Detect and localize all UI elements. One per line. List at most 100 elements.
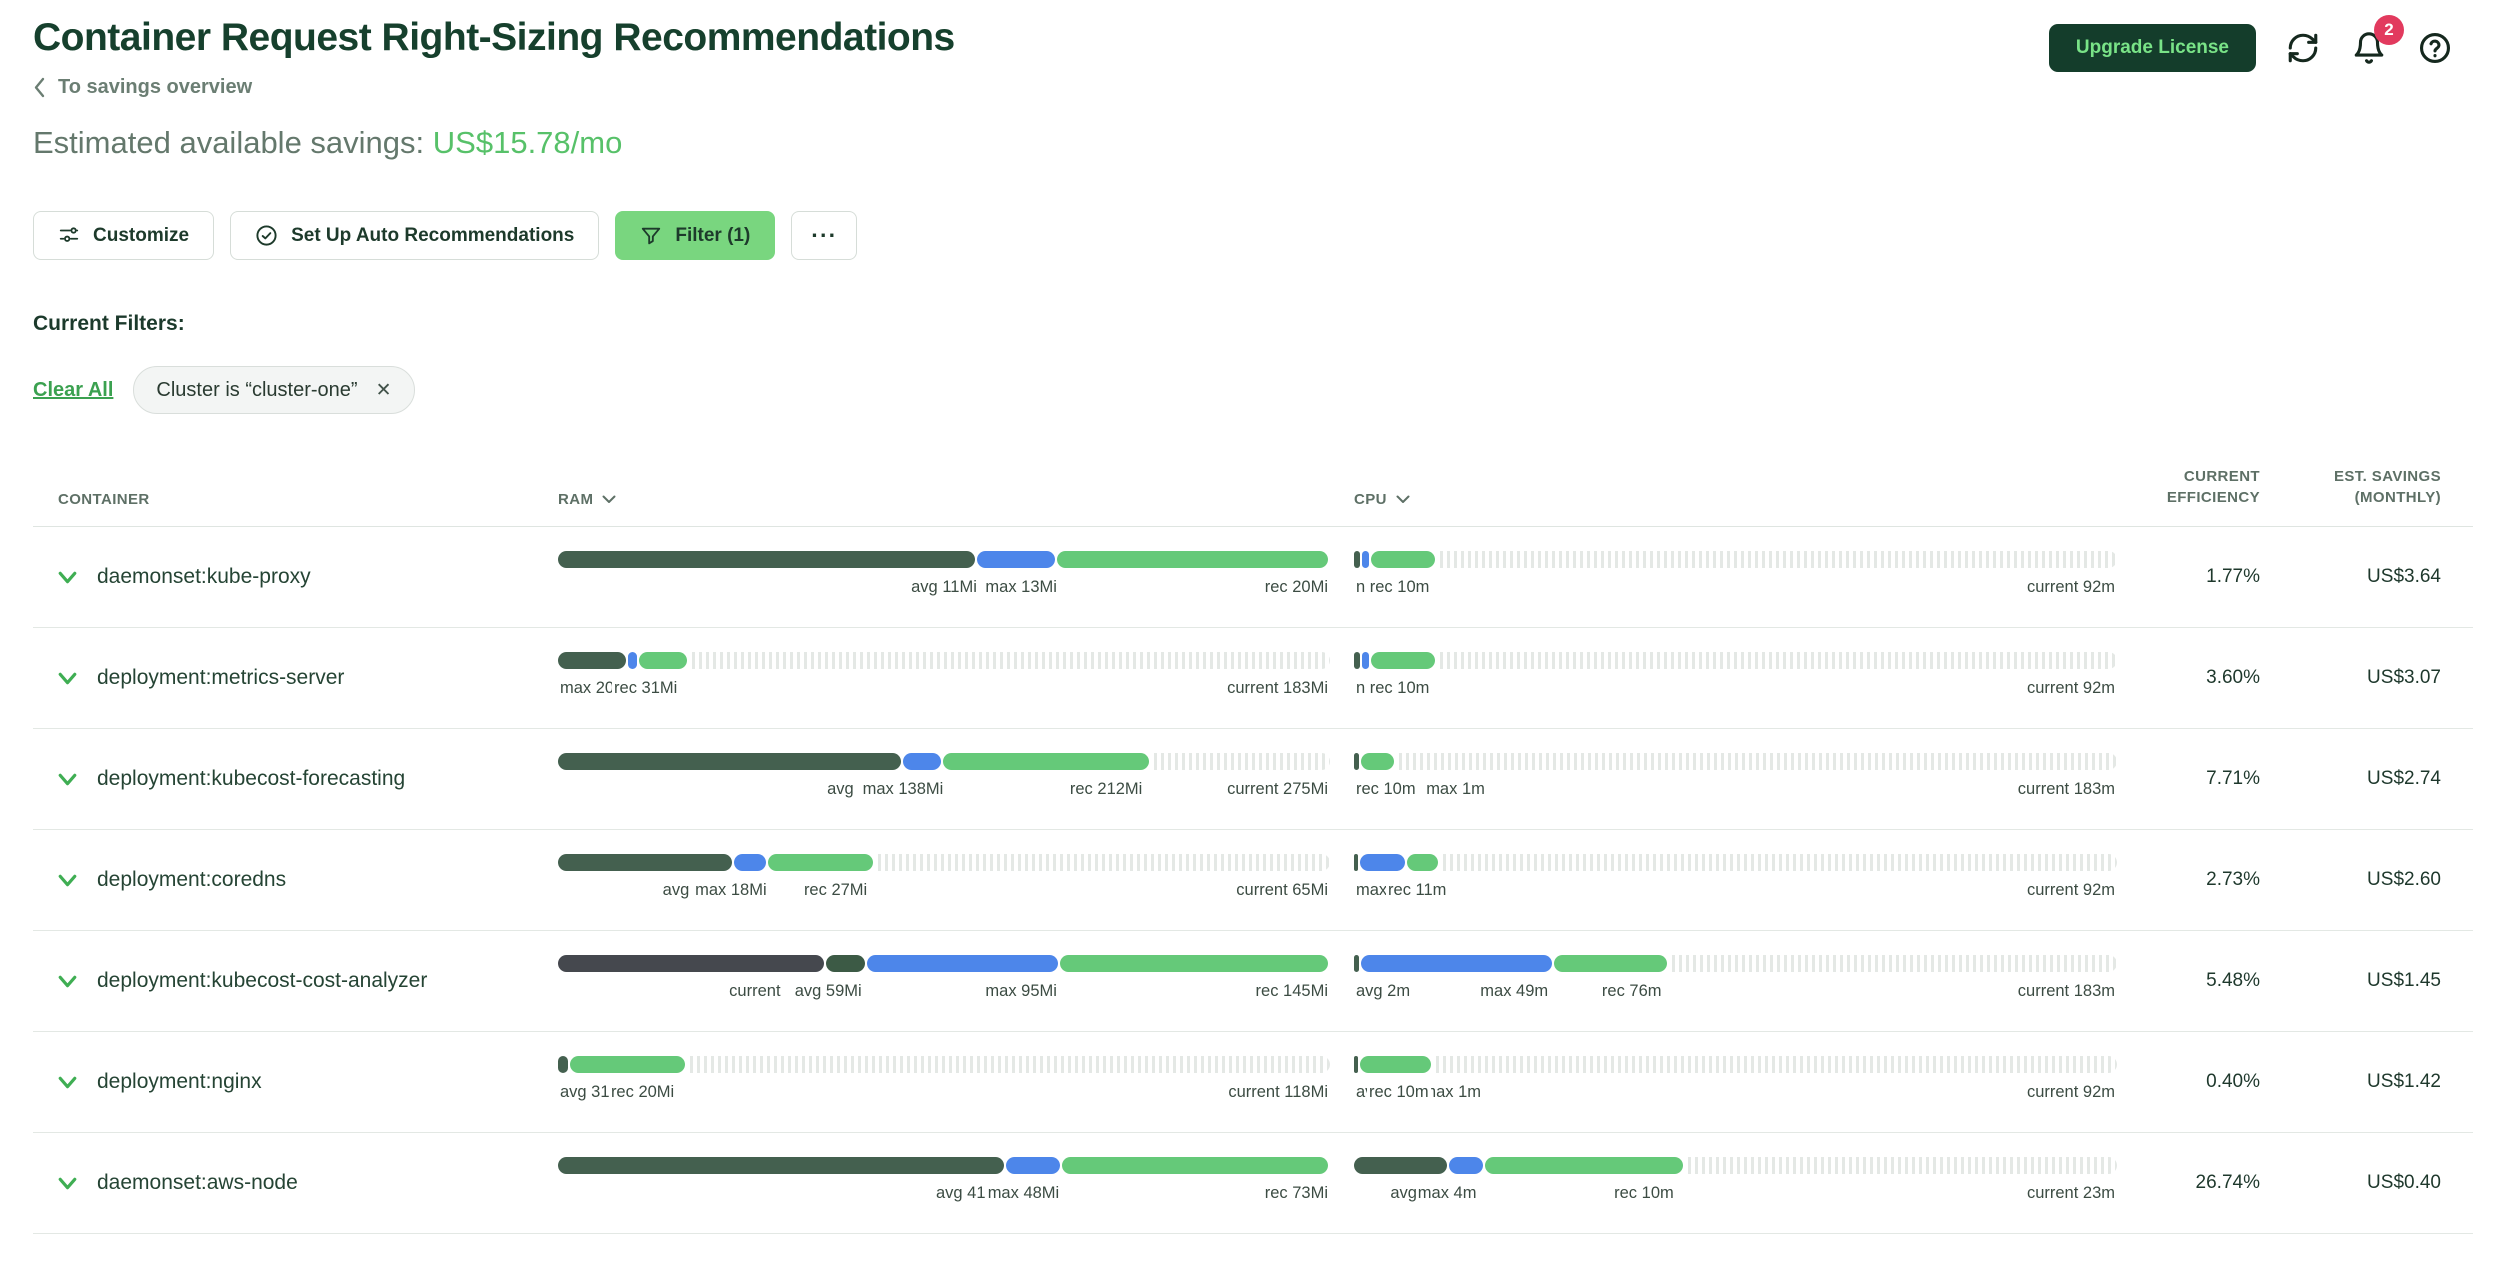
expand-row-button[interactable] [55, 1171, 80, 1196]
bar-segment-green [1360, 753, 1394, 770]
chevron-down-icon [55, 767, 80, 792]
chevron-down-icon [55, 969, 80, 994]
bar-segment-green [1370, 551, 1436, 568]
table-header: CONTAINER RAM CPU CURRENT EFFICIENCY EST… [33, 450, 2473, 527]
refresh-button[interactable] [2284, 29, 2322, 67]
bar-segment-blue [628, 652, 638, 669]
bar-label: current 92m [2024, 1083, 2117, 1102]
ram-bar: avg 11Mi max 13Mi rec 20Mi [558, 551, 1330, 613]
bar-segment-green [1056, 551, 1328, 568]
table-row[interactable]: deployment:nginx avg 31Mi rec 20Mi current… [33, 1032, 2473, 1133]
bar-segment-green [943, 753, 1149, 770]
savings-value: US$3.64 [2367, 566, 2441, 587]
bar-current-request-hatch [692, 652, 1330, 669]
filter-button[interactable]: Filter (1) [615, 211, 776, 260]
expand-row-button[interactable] [55, 868, 80, 893]
table-row[interactable]: deployment:coredns avg max 18Mi rec 27Mi cu… [33, 830, 2473, 931]
breadcrumb[interactable]: To savings overview [33, 76, 252, 99]
sliders-icon [58, 225, 80, 247]
clear-all-link[interactable]: Clear All [33, 378, 114, 401]
expand-row-button[interactable] [55, 1070, 80, 1095]
efficiency-column-line2: EFFICIENCY [2166, 489, 2260, 506]
notifications-button[interactable]: 2 [2350, 15, 2404, 67]
more-actions-button[interactable]: ··· [791, 211, 858, 260]
table-row[interactable]: deployment:kubecost-forecasting avg max 1… [33, 729, 2473, 830]
filter-chip[interactable]: Cluster is “cluster-one” ✕ [133, 366, 415, 414]
table-row[interactable]: daemonset:aws-node avg 41Mi max 48Mi rec 7… [33, 1133, 2473, 1234]
bar-label: avg 2m [1354, 982, 1413, 1001]
column-header-cpu[interactable]: CPU [1354, 491, 2117, 508]
table-row[interactable]: deployment:kubecost-cost-analyzer curren… [33, 931, 2473, 1032]
bar-segment-blue [1005, 1157, 1061, 1174]
bar-segment-dark [1354, 551, 1360, 568]
bar-current-request-hatch [1672, 955, 2117, 972]
column-header-ram[interactable]: RAM [558, 491, 1330, 508]
upgrade-license-button[interactable]: Upgrade License [2048, 24, 2256, 72]
bar-segment-dark [558, 652, 627, 669]
cpu-bar: avg max 4m rec 10m current 23m [1354, 1157, 2117, 1219]
bar-segment-green [1062, 1157, 1328, 1174]
bar-label: current 23m [2024, 1184, 2117, 1203]
bar-label: max 1m [1420, 1083, 1484, 1102]
savings-value: US$3.07 [2367, 667, 2441, 688]
bar-label: current 92m [2024, 679, 2117, 698]
ram-bar: avg 41Mi max 48Mi rec 73Mi [558, 1157, 1330, 1219]
expand-row-button[interactable] [55, 767, 80, 792]
row-name: deployment:metrics-server [97, 666, 345, 689]
top-bar: Container Request Right-Sizing Recommend… [0, 0, 2506, 99]
bar-segment-blue [903, 753, 942, 770]
bar-segment-green [767, 854, 873, 871]
savings-label: Estimated available savings: [33, 125, 425, 160]
savings-value: US$2.60 [2367, 869, 2441, 890]
chevron-down-icon [602, 495, 616, 504]
cpu-bar: avg 2m max 49m rec 76m current 183m [1354, 955, 2117, 1017]
chevron-down-icon [55, 1171, 80, 1196]
bar-label: current [727, 982, 783, 1001]
ram-bar: avg max 18Mi rec 27Mi current 65Mi [558, 854, 1330, 916]
bar-segment-green [570, 1056, 685, 1073]
row-name: deployment:nginx [97, 1070, 262, 1093]
savings-value: US$1.45 [2367, 970, 2441, 991]
bar-label: avg [825, 780, 856, 799]
bar-label: current 275Mi [1225, 780, 1330, 799]
bar-current-request-hatch [1440, 551, 2117, 568]
efficiency-value: 26.74% [2195, 1172, 2260, 1193]
efficiency-value: 5.48% [2206, 970, 2260, 991]
bar-label: current 92m [2024, 881, 2117, 900]
bar-label: rec 10m [1612, 1184, 1676, 1203]
bar-segment-blue [1361, 551, 1369, 568]
chevron-left-icon [33, 77, 46, 98]
bar-segment-dark [558, 1157, 1004, 1174]
table-row[interactable]: daemonset:kube-proxy avg 11Mi max 13Mi rec… [33, 527, 2473, 628]
ram-bar: avg 31Mi rec 20Mi current 118Mi [558, 1056, 1330, 1118]
cpu-column-label: CPU [1354, 491, 1387, 508]
efficiency-value: 7.71% [2206, 768, 2260, 789]
customize-button[interactable]: Customize [33, 211, 215, 260]
bar-segment-dark [1354, 753, 1359, 770]
expand-row-button[interactable] [55, 565, 80, 590]
cpu-bar-cell: n rec 10m current 92m [1354, 551, 2117, 613]
chevron-down-icon [55, 565, 80, 590]
bar-segment-green [639, 652, 688, 669]
bar-label: current 118Mi [1226, 1083, 1330, 1102]
bar-segment-blue [1360, 955, 1552, 972]
bar-segment-dark [558, 854, 733, 871]
table-row[interactable]: deployment:metrics-server max 20Mi rec 31… [33, 628, 2473, 729]
bar-segment-dark [1354, 1056, 1359, 1073]
bar-segment-green [1407, 854, 1439, 871]
bar-label: rec 20Mi [608, 1083, 677, 1102]
bar-current-request-hatch [1440, 652, 2117, 669]
bar-segment-green [1059, 955, 1328, 972]
row-name: deployment:coredns [97, 868, 287, 891]
bar-segment-dark [1354, 652, 1360, 669]
expand-row-button[interactable] [55, 666, 80, 691]
help-button[interactable] [2416, 29, 2454, 67]
ram-bar: max 20Mi rec 31Mi current 183Mi [558, 652, 1330, 714]
container-name-cell: daemonset:aws-node [33, 1171, 558, 1196]
ram-column-label: RAM [558, 491, 594, 508]
chip-close-icon[interactable]: ✕ [375, 379, 392, 401]
expand-row-button[interactable] [55, 969, 80, 994]
setup-auto-recommendations-button[interactable]: Set Up Auto Recommendations [230, 211, 600, 260]
